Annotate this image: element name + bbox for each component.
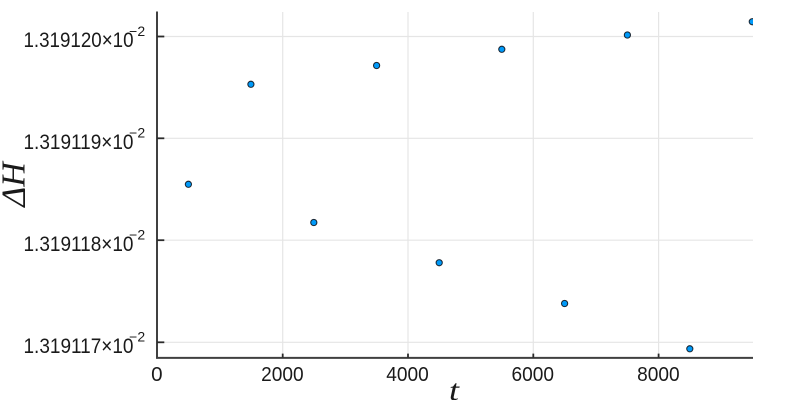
- svg-text:1.319117×10: 1.319117×10: [24, 335, 134, 358]
- svg-text:−2: −2: [129, 24, 145, 39]
- svg-text:8000: 8000: [637, 363, 680, 386]
- svg-text:−2: −2: [129, 126, 145, 141]
- svg-text:0: 0: [151, 363, 162, 386]
- svg-text:6000: 6000: [512, 363, 555, 386]
- svg-text:1.319120×10: 1.319120×10: [24, 29, 134, 52]
- svg-text:ΔH: ΔH: [0, 160, 32, 209]
- svg-text:1.319119×10: 1.319119×10: [24, 131, 134, 154]
- svg-text:1.319118×10: 1.319118×10: [24, 233, 134, 256]
- svg-text:4000: 4000: [386, 363, 429, 386]
- svg-text:−2: −2: [129, 330, 145, 345]
- svg-text:t: t: [449, 374, 460, 400]
- svg-text:−2: −2: [129, 228, 145, 243]
- svg-text:2000: 2000: [261, 363, 304, 386]
